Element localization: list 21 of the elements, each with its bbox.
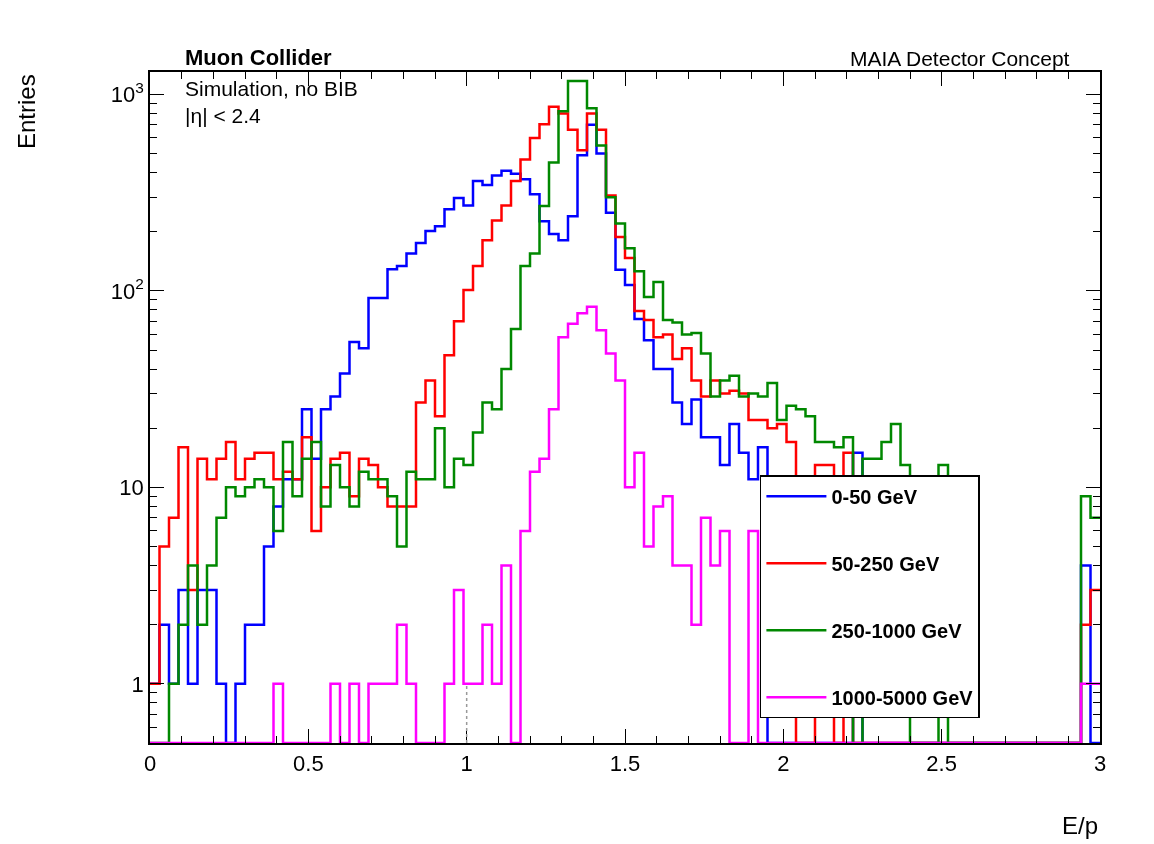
y-tick-label: 10 bbox=[119, 475, 144, 501]
x-tick-label: 2 bbox=[777, 751, 790, 777]
annotation: |η| < 2.4 bbox=[185, 104, 262, 127]
x-tick-label: 0 bbox=[143, 751, 157, 777]
legend-label: 50-250 GeV bbox=[831, 552, 940, 575]
y-tick-label: 10$^{2}$ bbox=[110, 275, 144, 304]
x-tick-label: 1 bbox=[460, 751, 473, 777]
x-tick-label: 3 bbox=[1093, 751, 1107, 777]
x-axis-title: E/p bbox=[1062, 812, 1099, 839]
text: MAIA Detector Concept bbox=[850, 47, 1070, 70]
x-tick-label: 0.5 bbox=[293, 751, 324, 777]
x-tick-label: 1.5 bbox=[609, 751, 641, 777]
legend-label: 1000-5000 GeV bbox=[831, 686, 974, 709]
y-tick-label: 10$^{3}$ bbox=[110, 78, 144, 108]
legend-label: 0-50 GeV bbox=[831, 485, 918, 508]
y-axis-title: Entries bbox=[13, 74, 40, 149]
x-tick-label: 2.5 bbox=[926, 751, 957, 777]
y-tick-label: 1 bbox=[131, 671, 144, 697]
annotation: Simulation, no BIB bbox=[185, 77, 358, 100]
chart-title: Muon Collider bbox=[185, 45, 333, 70]
legend-label: 250-1000 GeV bbox=[831, 619, 963, 642]
